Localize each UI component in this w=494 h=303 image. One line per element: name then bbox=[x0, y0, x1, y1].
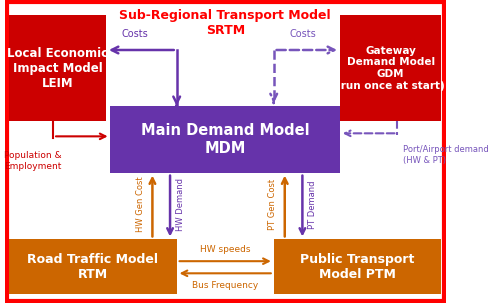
FancyBboxPatch shape bbox=[111, 106, 340, 173]
Text: Population &
Employment: Population & Employment bbox=[4, 152, 62, 171]
Text: HW Demand: HW Demand bbox=[176, 178, 185, 231]
FancyBboxPatch shape bbox=[274, 239, 441, 294]
Text: Costs: Costs bbox=[122, 29, 148, 39]
Text: Road Traffic Model
RTM: Road Traffic Model RTM bbox=[27, 253, 159, 281]
FancyBboxPatch shape bbox=[9, 239, 177, 294]
FancyBboxPatch shape bbox=[7, 2, 444, 301]
Text: Port/Airport demand
(HW & PT): Port/Airport demand (HW & PT) bbox=[403, 145, 488, 165]
Text: PT Demand: PT Demand bbox=[308, 180, 317, 229]
Text: Sub-Regional Transport Model
SRTM: Sub-Regional Transport Model SRTM bbox=[120, 9, 331, 37]
Text: Local Economic
Impact Model
LEIM: Local Economic Impact Model LEIM bbox=[7, 47, 108, 90]
FancyBboxPatch shape bbox=[340, 15, 441, 121]
Text: HW speeds: HW speeds bbox=[200, 245, 250, 254]
Text: HW Gen Cost: HW Gen Cost bbox=[136, 177, 145, 232]
FancyBboxPatch shape bbox=[9, 15, 106, 121]
Text: PT Gen Cost: PT Gen Cost bbox=[268, 179, 277, 230]
Text: Gateway
Demand Model
GDM
(run once at start): Gateway Demand Model GDM (run once at st… bbox=[336, 46, 445, 91]
Text: Costs: Costs bbox=[289, 29, 316, 39]
Text: Bus Frequency: Bus Frequency bbox=[192, 281, 258, 290]
Text: Main Demand Model
MDM: Main Demand Model MDM bbox=[141, 123, 310, 155]
Text: Public Transport
Model PTM: Public Transport Model PTM bbox=[300, 253, 415, 281]
